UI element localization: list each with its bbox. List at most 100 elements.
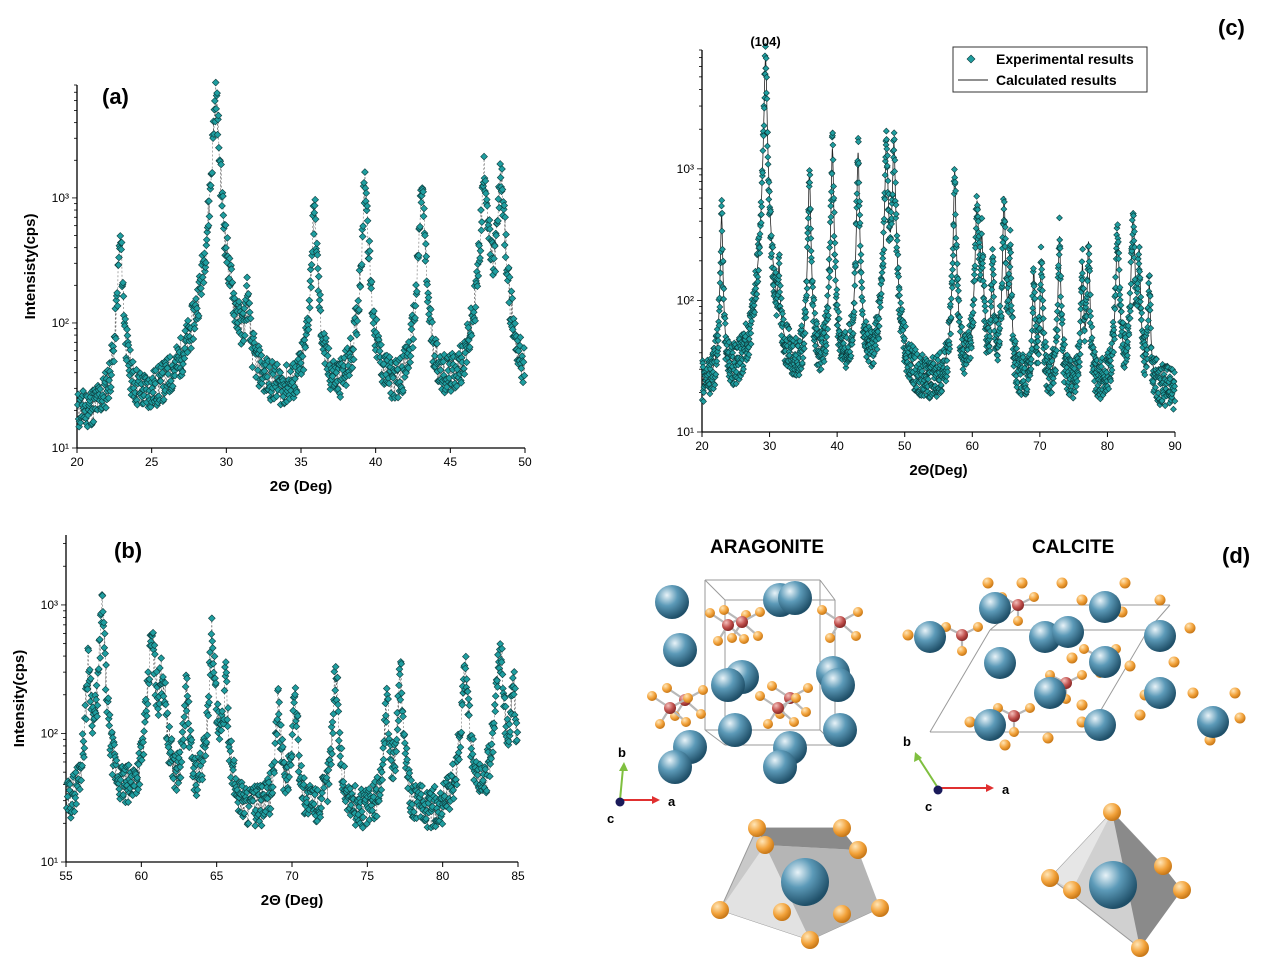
data-point bbox=[210, 652, 219, 661]
data-point bbox=[305, 316, 313, 324]
data-point bbox=[297, 761, 306, 770]
data-point bbox=[161, 678, 170, 687]
data-point bbox=[123, 331, 132, 340]
oxygen-atom bbox=[755, 691, 765, 701]
data-point bbox=[93, 712, 101, 721]
oxygen-atom bbox=[755, 607, 765, 617]
data-point bbox=[269, 783, 277, 791]
data-point bbox=[773, 312, 781, 319]
data-point bbox=[146, 403, 155, 411]
data-point bbox=[117, 238, 126, 247]
data-point bbox=[217, 726, 226, 735]
data-point bbox=[403, 755, 411, 764]
data-point bbox=[249, 329, 258, 338]
data-point bbox=[504, 737, 513, 746]
calcium-atom bbox=[914, 621, 946, 653]
data-point bbox=[126, 346, 134, 354]
data-point bbox=[227, 265, 236, 273]
data-point bbox=[214, 111, 223, 120]
data-point bbox=[391, 766, 400, 775]
data-point bbox=[1060, 336, 1068, 343]
data-point bbox=[273, 715, 282, 724]
calcium-atom bbox=[658, 750, 692, 784]
legend-label-calculated: Calculated results bbox=[996, 72, 1117, 88]
data-point bbox=[777, 294, 785, 302]
data-point bbox=[456, 743, 465, 752]
data-point bbox=[1006, 226, 1014, 234]
data-point bbox=[212, 679, 220, 687]
data-point bbox=[1055, 251, 1063, 259]
calcium-atom bbox=[823, 713, 857, 747]
data-point bbox=[213, 130, 222, 139]
data-point bbox=[96, 654, 105, 662]
data-point bbox=[315, 296, 324, 304]
data-point bbox=[219, 192, 227, 200]
data-point bbox=[756, 230, 764, 238]
data-point bbox=[377, 340, 385, 349]
data-point bbox=[83, 685, 92, 693]
data-point bbox=[214, 115, 222, 124]
carbon-atom bbox=[1012, 599, 1024, 611]
data-point bbox=[1135, 260, 1143, 268]
data-point bbox=[366, 247, 374, 255]
data-point bbox=[457, 378, 466, 387]
data-point bbox=[747, 329, 755, 337]
data-point bbox=[205, 197, 213, 205]
data-point bbox=[270, 758, 279, 766]
data-point bbox=[342, 381, 350, 390]
data-point bbox=[215, 143, 223, 152]
carbon-atom bbox=[664, 702, 676, 714]
data-point bbox=[88, 722, 96, 730]
data-point bbox=[465, 701, 474, 710]
data-point bbox=[320, 349, 329, 358]
data-point bbox=[327, 723, 336, 731]
x-tick-label: 80 bbox=[436, 869, 450, 883]
data-point bbox=[713, 357, 721, 365]
data-point bbox=[856, 242, 864, 250]
data-point bbox=[337, 744, 346, 753]
data-point bbox=[799, 354, 807, 362]
data-point bbox=[258, 379, 266, 388]
data-point bbox=[229, 766, 237, 774]
data-point bbox=[505, 273, 514, 282]
data-point bbox=[393, 725, 402, 734]
data-point bbox=[176, 773, 185, 782]
data-point bbox=[438, 810, 446, 818]
aragonite-title: ARAGONITE bbox=[710, 537, 824, 558]
data-point bbox=[505, 720, 514, 728]
data-point bbox=[133, 773, 142, 782]
data-point bbox=[407, 325, 416, 334]
data-point bbox=[421, 231, 429, 240]
data-point bbox=[496, 173, 505, 182]
y-tick-label: 10³ bbox=[677, 162, 694, 176]
data-point bbox=[831, 239, 839, 247]
data-points bbox=[62, 591, 522, 832]
aragonite-axis-a: a bbox=[668, 794, 676, 809]
data-point bbox=[310, 201, 319, 210]
data-point bbox=[473, 771, 482, 779]
data-point bbox=[193, 786, 202, 794]
data-point bbox=[700, 397, 707, 405]
data-point bbox=[417, 790, 425, 799]
data-point bbox=[764, 160, 772, 168]
data-point bbox=[288, 752, 296, 761]
data-point bbox=[433, 339, 441, 348]
data-point bbox=[317, 804, 326, 812]
data-point bbox=[165, 722, 174, 731]
oxygen-atom bbox=[647, 691, 657, 701]
oxygen-atom bbox=[902, 629, 914, 641]
data-point bbox=[79, 737, 88, 746]
data-point bbox=[769, 243, 777, 251]
data-point bbox=[379, 755, 388, 764]
data-point bbox=[223, 234, 232, 242]
oxygen-atom bbox=[957, 646, 967, 656]
x-tick-label: 20 bbox=[70, 455, 84, 469]
data-point bbox=[406, 352, 415, 360]
data-point bbox=[302, 798, 311, 807]
data-point bbox=[313, 786, 322, 794]
aragonite-axis-b: b bbox=[618, 745, 626, 760]
data-point bbox=[201, 263, 210, 272]
data-point bbox=[829, 156, 837, 164]
data-point bbox=[481, 177, 490, 185]
